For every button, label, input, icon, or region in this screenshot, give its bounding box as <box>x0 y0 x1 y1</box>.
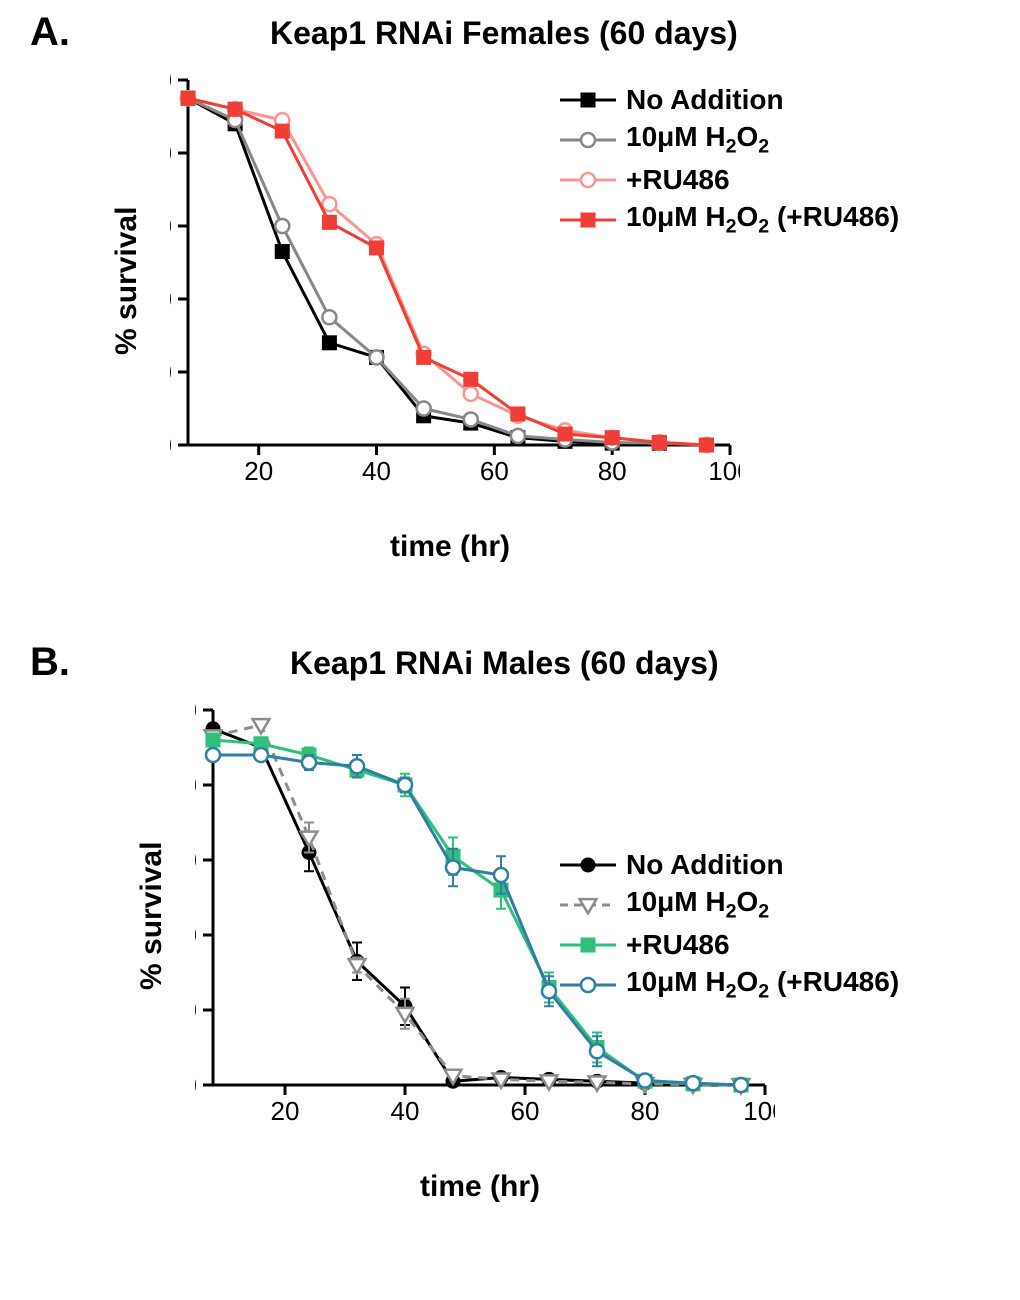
svg-text:20: 20 <box>195 995 197 1025</box>
legend-label: +RU486 <box>626 929 730 961</box>
legend-item: 10μM H2O2 <box>560 885 899 925</box>
panel-b-legend: No Addition 10μM H2O2 +RU486 10μM H2O2 (+R… <box>560 845 899 1005</box>
legend-swatch <box>560 179 616 181</box>
panel-a-xlabel: time (hr) <box>390 530 510 564</box>
svg-text:100: 100 <box>170 70 172 95</box>
legend-item: 10μM H2O2 <box>560 120 899 160</box>
panel-a-ylabel: % survival <box>110 207 144 355</box>
legend-label: No Addition <box>626 84 784 116</box>
svg-text:80: 80 <box>170 138 172 168</box>
panel-b-title: Keap1 RNAi Males (60 days) <box>290 645 719 682</box>
svg-text:100: 100 <box>195 700 197 725</box>
panel-a-title: Keap1 RNAi Females (60 days) <box>270 15 738 52</box>
legend-swatch <box>560 139 616 141</box>
legend-item: 10μM H2O2 (+RU486) <box>560 965 899 1005</box>
svg-text:20: 20 <box>170 357 172 387</box>
svg-text:60: 60 <box>195 845 197 875</box>
svg-text:60: 60 <box>170 211 172 241</box>
panel-b-xlabel: time (hr) <box>420 1170 540 1204</box>
svg-text:20: 20 <box>244 456 273 486</box>
svg-text:40: 40 <box>362 456 391 486</box>
legend-label: 10μM H2O2 <box>626 121 769 159</box>
panel-b-label: B. <box>30 640 70 685</box>
panel-b-ylabel: % survival <box>135 842 169 990</box>
svg-text:60: 60 <box>511 1096 540 1126</box>
legend-label: 10μM H2O2 (+RU486) <box>626 966 899 1004</box>
legend-swatch <box>560 219 616 221</box>
panel-a-legend: No Addition 10μM H2O2 +RU486 10μM H2O2 (+RU… <box>560 80 899 240</box>
legend-item: +RU486 <box>560 160 899 200</box>
svg-text:0: 0 <box>170 430 172 460</box>
legend-swatch <box>560 984 616 986</box>
legend-label: 10μM H2O2 <box>626 886 769 924</box>
legend-label: 10μM H2O2 (+RU486) <box>626 201 899 239</box>
svg-text:100: 100 <box>708 456 740 486</box>
legend-item: No Addition <box>560 845 899 885</box>
panel-a-label: A. <box>30 10 70 55</box>
svg-text:40: 40 <box>391 1096 420 1126</box>
legend-swatch <box>560 864 616 866</box>
svg-text:80: 80 <box>631 1096 660 1126</box>
svg-text:60: 60 <box>480 456 509 486</box>
legend-swatch <box>560 904 616 906</box>
legend-item: 10μM H2O2 (+RU486) <box>560 200 899 240</box>
svg-text:80: 80 <box>195 770 197 800</box>
legend-item: +RU486 <box>560 925 899 965</box>
legend-item: No Addition <box>560 80 899 120</box>
svg-text:0: 0 <box>195 1070 197 1100</box>
legend-label: No Addition <box>626 849 784 881</box>
svg-text:100: 100 <box>743 1096 775 1126</box>
svg-text:20: 20 <box>271 1096 300 1126</box>
legend-swatch <box>560 99 616 101</box>
svg-text:40: 40 <box>195 920 197 950</box>
legend-swatch <box>560 944 616 946</box>
legend-label: +RU486 <box>626 164 730 196</box>
svg-text:40: 40 <box>170 284 172 314</box>
svg-text:80: 80 <box>598 456 627 486</box>
